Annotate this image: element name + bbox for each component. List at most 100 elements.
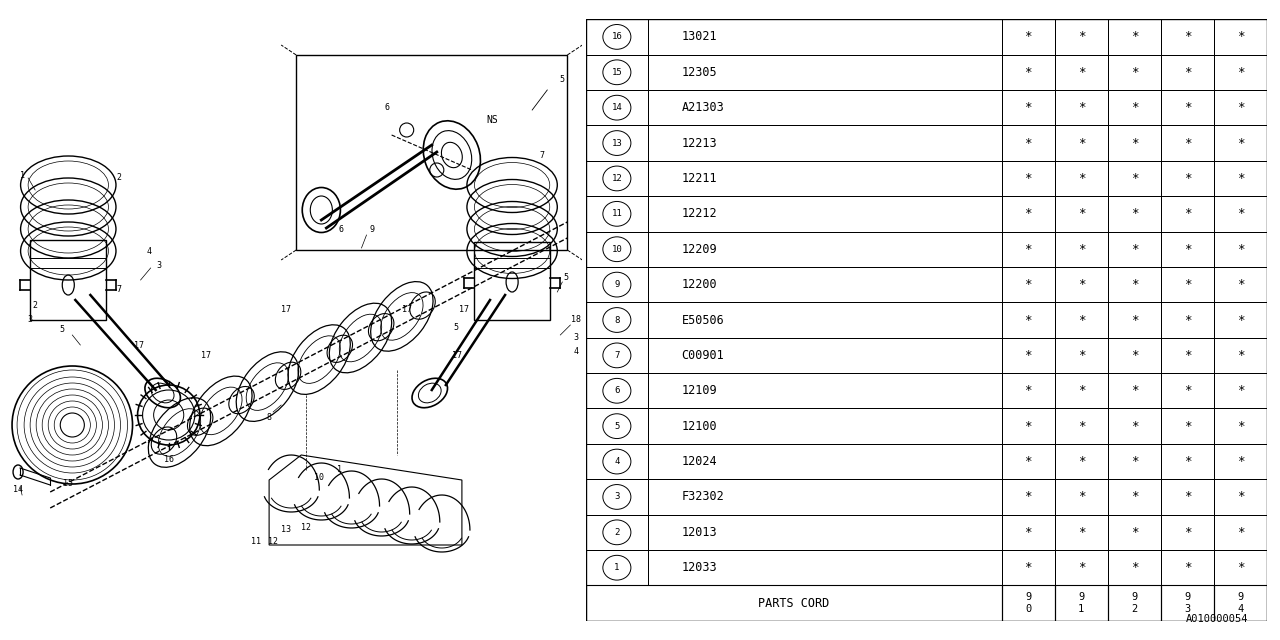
Bar xyxy=(648,90,1002,125)
Text: 12212: 12212 xyxy=(681,207,717,220)
Bar xyxy=(1055,550,1108,586)
Text: *: * xyxy=(1184,526,1192,539)
Text: 14: 14 xyxy=(612,103,622,112)
Text: *: * xyxy=(1078,207,1085,220)
Bar xyxy=(1108,54,1161,90)
Text: *: * xyxy=(1236,172,1244,185)
Text: *: * xyxy=(1130,243,1138,256)
Bar xyxy=(1108,267,1161,302)
Bar xyxy=(1215,373,1267,408)
Bar xyxy=(648,550,1002,586)
Text: 12109: 12109 xyxy=(681,384,717,397)
Text: *: * xyxy=(1078,384,1085,397)
Bar xyxy=(1215,338,1267,373)
Bar xyxy=(648,479,1002,515)
Bar xyxy=(648,19,1002,54)
Bar xyxy=(1161,232,1215,267)
Text: *: * xyxy=(1024,490,1032,504)
Text: *: * xyxy=(1130,384,1138,397)
Bar xyxy=(1002,19,1055,54)
Text: *: * xyxy=(1024,66,1032,79)
Bar xyxy=(586,161,648,196)
Bar xyxy=(648,267,1002,302)
Text: *: * xyxy=(1078,172,1085,185)
Text: 12211: 12211 xyxy=(681,172,717,185)
Text: 4: 4 xyxy=(614,457,620,466)
Text: 17: 17 xyxy=(452,351,462,360)
Text: 12: 12 xyxy=(612,174,622,183)
Text: *: * xyxy=(1130,101,1138,114)
Bar xyxy=(1002,161,1055,196)
Text: 3: 3 xyxy=(573,333,579,342)
Text: 17: 17 xyxy=(282,305,291,314)
Bar xyxy=(1108,338,1161,373)
Text: *: * xyxy=(1236,101,1244,114)
Bar xyxy=(586,515,648,550)
Text: 5: 5 xyxy=(614,422,620,431)
Bar xyxy=(1108,90,1161,125)
Text: *: * xyxy=(1130,66,1138,79)
Text: *: * xyxy=(1130,455,1138,468)
Text: 17: 17 xyxy=(402,305,412,314)
Text: 12100: 12100 xyxy=(681,420,717,433)
Text: *: * xyxy=(1130,561,1138,574)
Text: *: * xyxy=(1236,561,1244,574)
Text: *: * xyxy=(1078,136,1085,150)
Text: 11: 11 xyxy=(612,209,622,218)
Bar xyxy=(1161,479,1215,515)
Text: 13: 13 xyxy=(612,138,622,148)
Bar xyxy=(648,54,1002,90)
Text: *: * xyxy=(1236,349,1244,362)
Text: *: * xyxy=(1236,207,1244,220)
Bar xyxy=(648,408,1002,444)
Bar xyxy=(1161,90,1215,125)
Text: *: * xyxy=(1130,30,1138,44)
Text: *: * xyxy=(1236,420,1244,433)
Text: 1: 1 xyxy=(614,563,620,572)
Text: *: * xyxy=(1130,314,1138,326)
Bar xyxy=(1161,125,1215,161)
Text: 12: 12 xyxy=(301,524,311,532)
Text: 2: 2 xyxy=(116,173,122,182)
Text: 12209: 12209 xyxy=(681,243,717,256)
Text: 5: 5 xyxy=(453,323,458,333)
Bar xyxy=(1002,302,1055,338)
Bar xyxy=(586,373,648,408)
Text: A21303: A21303 xyxy=(681,101,724,114)
Bar xyxy=(1215,54,1267,90)
Text: *: * xyxy=(1024,384,1032,397)
Text: 6: 6 xyxy=(614,387,620,396)
Bar xyxy=(1161,515,1215,550)
Bar xyxy=(1161,19,1215,54)
Bar xyxy=(1161,373,1215,408)
Bar xyxy=(1055,408,1108,444)
Bar xyxy=(586,586,1002,621)
Bar xyxy=(1215,586,1267,621)
Text: *: * xyxy=(1078,420,1085,433)
Text: *: * xyxy=(1130,490,1138,504)
Text: 5: 5 xyxy=(559,76,564,84)
Bar xyxy=(586,444,648,479)
Bar xyxy=(1108,125,1161,161)
Bar xyxy=(1108,515,1161,550)
Text: *: * xyxy=(1184,490,1192,504)
Text: *: * xyxy=(1236,526,1244,539)
Bar xyxy=(586,232,648,267)
Bar xyxy=(1161,54,1215,90)
Text: *: * xyxy=(1078,101,1085,114)
Bar xyxy=(1055,90,1108,125)
Bar xyxy=(1215,550,1267,586)
Text: 16: 16 xyxy=(164,456,174,465)
Text: 5: 5 xyxy=(60,326,65,335)
Bar xyxy=(1002,586,1055,621)
Bar xyxy=(474,242,550,320)
Bar xyxy=(648,338,1002,373)
Text: 4: 4 xyxy=(573,348,579,356)
Bar xyxy=(1002,232,1055,267)
Text: 11: 11 xyxy=(251,538,261,547)
Text: 4: 4 xyxy=(146,248,151,257)
Text: *: * xyxy=(1024,420,1032,433)
Bar xyxy=(1002,54,1055,90)
Text: 18: 18 xyxy=(571,316,581,324)
Bar xyxy=(586,90,648,125)
